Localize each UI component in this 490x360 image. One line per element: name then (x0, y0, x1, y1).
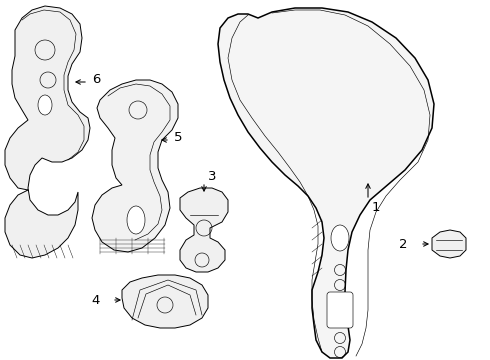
Text: 2: 2 (399, 238, 408, 251)
Text: 1: 1 (372, 201, 381, 213)
Polygon shape (5, 6, 90, 258)
Polygon shape (180, 188, 228, 272)
Text: 4: 4 (92, 293, 100, 306)
FancyBboxPatch shape (327, 292, 353, 328)
Ellipse shape (127, 206, 145, 234)
Ellipse shape (331, 225, 349, 251)
Polygon shape (432, 230, 466, 258)
Text: 3: 3 (208, 170, 217, 183)
Polygon shape (92, 80, 178, 252)
Text: 6: 6 (92, 72, 100, 86)
Polygon shape (218, 8, 434, 358)
Text: 5: 5 (174, 131, 182, 144)
Ellipse shape (38, 95, 52, 115)
Polygon shape (122, 275, 208, 328)
